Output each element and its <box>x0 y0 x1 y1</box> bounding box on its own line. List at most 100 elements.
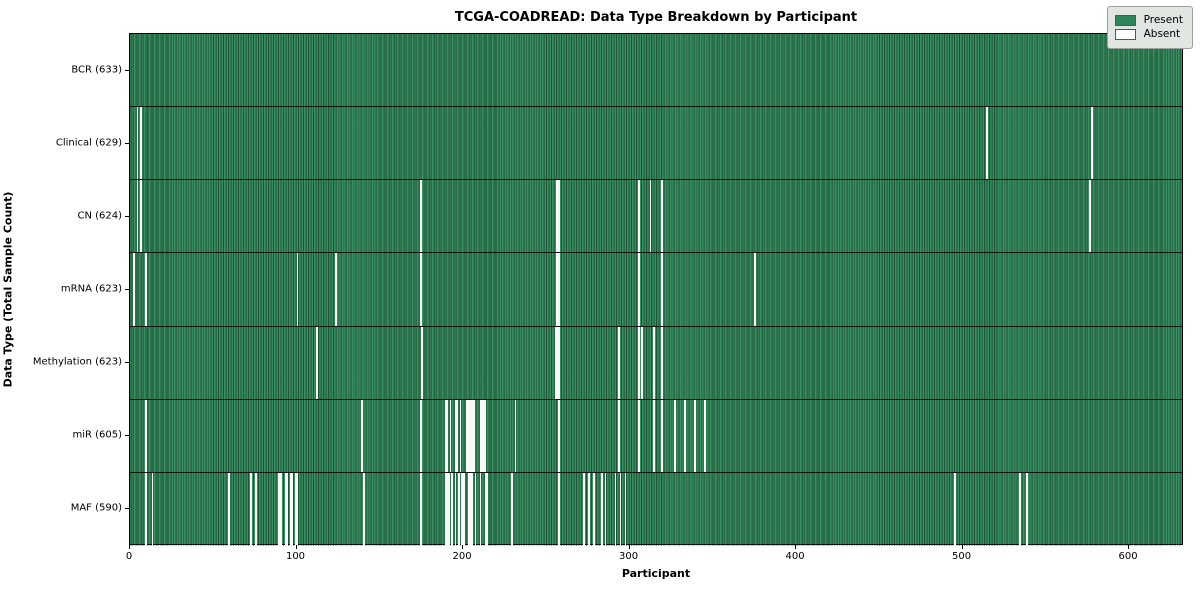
absent-stripe <box>514 399 517 472</box>
absent-stripe <box>249 472 252 546</box>
absent-stripe <box>484 399 487 472</box>
absent-stripe <box>279 472 282 546</box>
absent-stripe <box>469 399 472 472</box>
absent-stripe <box>448 472 450 546</box>
absent-stripe <box>454 399 457 472</box>
absent-swatch <box>1114 29 1136 40</box>
absent-stripe <box>484 472 487 546</box>
absent-stripe <box>144 253 147 326</box>
absent-stripe <box>661 399 663 472</box>
absent-stripe <box>582 472 585 546</box>
absent-stripe <box>601 472 604 546</box>
y-tick-label: mRNA (623) <box>60 283 122 295</box>
y-tick-mark <box>125 508 129 510</box>
absent-stripe <box>139 180 142 253</box>
chart-title: TCGA-COADREAD: Data Type Breakdown by Pa… <box>454 10 858 25</box>
y-tick-label: Clinical (629) <box>55 137 122 149</box>
absent-stripe <box>363 472 365 546</box>
x-tick-label: 100 <box>285 551 306 562</box>
x-tick-label: 500 <box>951 551 972 562</box>
absent-stripe <box>419 472 422 546</box>
absent-stripe <box>228 472 231 546</box>
absent-stripe <box>471 399 474 472</box>
legend-entry-present: Present <box>1114 15 1183 26</box>
absent-stripe <box>954 472 956 546</box>
absent-stripe <box>1019 472 1021 546</box>
x-tick-mark <box>1128 545 1130 549</box>
absent-stripe <box>289 472 292 546</box>
absent-stripe <box>479 472 482 546</box>
absent-stripe <box>486 472 489 546</box>
absent-stripe <box>139 107 142 180</box>
absent-stripe <box>661 253 663 326</box>
absent-stripe <box>556 253 559 326</box>
absent-stripe <box>296 253 299 326</box>
absent-stripe <box>294 472 297 546</box>
absent-stripe <box>446 399 449 472</box>
legend-absent-label: Absent <box>1143 28 1181 41</box>
absent-stripe <box>144 399 147 472</box>
heatmap-row-maf <box>130 472 1182 546</box>
absent-stripe <box>614 472 617 546</box>
absent-stripe <box>444 399 447 472</box>
x-tick-mark <box>295 545 297 549</box>
absent-stripe <box>1090 107 1093 180</box>
absent-stripe <box>419 253 422 326</box>
absent-stripe <box>473 399 475 472</box>
y-tick-mark <box>125 289 129 290</box>
y-tick-label: miR (605) <box>72 429 122 441</box>
y-tick-label: BCR (633) <box>71 64 122 76</box>
y-tick-mark <box>125 215 129 217</box>
absent-stripe <box>674 399 677 472</box>
absent-stripe <box>151 472 154 546</box>
absent-stripe <box>641 326 643 399</box>
absent-stripe <box>451 472 454 546</box>
absent-stripe <box>136 107 139 180</box>
absent-stripe <box>254 472 257 546</box>
absent-stripe <box>458 472 460 546</box>
absent-stripe <box>419 180 422 253</box>
absent-stripe <box>1089 180 1091 253</box>
x-tick-label: 600 <box>1118 551 1138 562</box>
x-tick-mark <box>129 545 130 549</box>
x-tick-label: 300 <box>618 551 639 562</box>
absent-stripe <box>652 399 655 472</box>
heatmap-row-methylation <box>130 326 1182 400</box>
absent-stripe <box>278 472 280 546</box>
x-tick-mark <box>462 545 464 549</box>
absent-stripe <box>449 399 452 472</box>
absent-stripe <box>444 472 447 546</box>
x-axis-label: Participant <box>621 567 691 580</box>
absent-stripe <box>479 399 482 472</box>
absent-stripe <box>556 326 559 399</box>
absent-stripe <box>637 253 640 326</box>
heatmap-row-mir <box>130 399 1182 473</box>
legend: Present Absent <box>1106 6 1193 49</box>
absent-stripe <box>296 472 299 546</box>
absent-stripe <box>557 180 560 253</box>
y-tick-label: CN (624) <box>77 210 122 222</box>
absent-stripe <box>481 399 484 472</box>
absent-stripe <box>291 472 294 546</box>
absent-stripe <box>557 253 560 326</box>
absent-stripe <box>684 399 687 472</box>
absent-stripe <box>286 472 289 546</box>
absent-stripe <box>482 399 485 472</box>
x-tick-label: 200 <box>452 551 472 562</box>
absent-stripe <box>661 180 663 253</box>
absent-stripe <box>637 399 640 472</box>
absent-stripe <box>463 472 465 546</box>
heatmap-row-mrna <box>130 253 1182 327</box>
absent-stripe <box>557 472 560 546</box>
absent-stripe <box>459 399 462 472</box>
absent-stripe <box>144 472 147 546</box>
absent-stripe <box>361 399 364 472</box>
heatmap-row-clinical <box>130 107 1182 181</box>
absent-stripe <box>1025 472 1028 546</box>
absent-stripe <box>557 326 560 399</box>
absent-stripe <box>334 253 337 326</box>
absent-stripe <box>461 472 464 546</box>
absent-stripe <box>619 472 622 546</box>
absent-stripe <box>587 472 590 546</box>
